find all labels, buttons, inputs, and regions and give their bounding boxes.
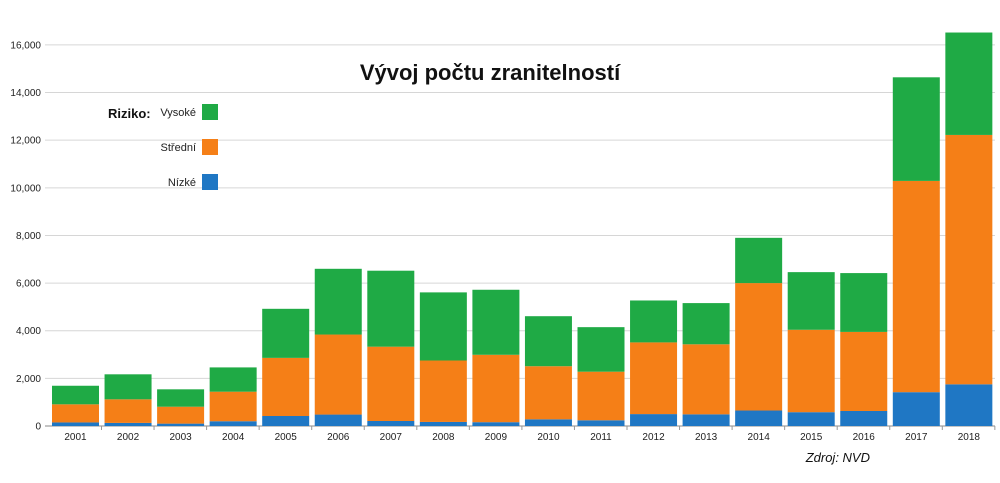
chart-title: Vývoj počtu zranitelností [360, 60, 621, 85]
bar-segment [367, 270, 415, 347]
bar-segment [577, 420, 625, 426]
bar-segment [209, 367, 257, 392]
y-tick-label: 4,000 [16, 326, 41, 337]
bar-segment [419, 421, 467, 426]
y-tick-label: 16,000 [10, 40, 41, 51]
legend-swatch [202, 139, 218, 155]
y-tick-label: 2,000 [16, 374, 41, 385]
bar-segment [892, 180, 940, 393]
bar-segment [945, 134, 993, 385]
y-tick-label: 6,000 [16, 279, 41, 290]
x-tick-label: 2008 [432, 432, 455, 443]
x-axis: 2001 2002 2003 2004 2005 2006 2007 2008 2009 2010… [64, 426, 996, 443]
bar-segment [630, 414, 678, 426]
bar-segment [314, 268, 362, 335]
bar-segment [367, 420, 415, 426]
x-tick-label: 2002 [117, 432, 140, 443]
legend-title: Riziko: [108, 106, 151, 121]
bar-segment [787, 329, 835, 413]
x-tick-label: 2017 [905, 432, 928, 443]
legend-swatch [202, 174, 218, 190]
bar-segment [735, 283, 783, 411]
bar-segment [577, 327, 625, 372]
legend-label: Nízké [168, 177, 196, 189]
x-tick-label: 2007 [380, 432, 403, 443]
bar-segment [682, 344, 730, 415]
bar-segment [52, 385, 99, 405]
bar-segment [157, 406, 205, 424]
x-tick-label: 2005 [275, 432, 298, 443]
bar-segment [630, 300, 678, 343]
bar-segment [262, 357, 310, 416]
y-tick-label: 10,000 [10, 183, 41, 194]
bar-segment [524, 366, 572, 420]
legend-label: Vysoké [160, 107, 196, 119]
y-axis: 0 2,000 4,000 6,000 8,000 10,000 12,000 14,000 1… [10, 40, 41, 432]
bar-segment [840, 273, 888, 332]
x-tick-label: 2016 [853, 432, 876, 443]
bar-segment [262, 415, 310, 426]
legend: Riziko: Vysoké Střední Nízké [108, 104, 218, 190]
bar-segment [104, 422, 152, 426]
bar-segment [314, 414, 362, 426]
bar-segment [787, 412, 835, 426]
bar-segment [472, 354, 520, 423]
bar-segment [104, 374, 152, 400]
x-tick-label: 2003 [169, 432, 192, 443]
x-tick-label: 2018 [958, 432, 981, 443]
x-tick-label: 2001 [64, 432, 87, 443]
bar-segment [892, 392, 940, 426]
bars [52, 32, 993, 426]
bar-segment [262, 308, 310, 358]
bar-segment [735, 237, 783, 284]
y-tick-label: 14,000 [10, 88, 41, 99]
bar-segment [419, 360, 467, 422]
bar-segment [157, 423, 205, 426]
x-tick-label: 2009 [485, 432, 508, 443]
bar-segment [524, 419, 572, 426]
bar-segment [419, 292, 467, 361]
bar-segment [104, 399, 152, 423]
x-tick-label: 2010 [537, 432, 560, 443]
bar-segment [945, 384, 993, 426]
bar-segment [840, 410, 888, 426]
bar-segment [209, 421, 257, 426]
bar-segment [157, 389, 205, 407]
y-tick-label: 8,000 [16, 231, 41, 242]
bar-segment [577, 371, 625, 421]
bar-segment [892, 77, 940, 181]
x-tick-label: 2013 [695, 432, 718, 443]
y-tick-label: 12,000 [10, 136, 41, 147]
x-tick-label: 2012 [642, 432, 665, 443]
bar-segment [472, 289, 520, 355]
bar-segment [472, 422, 520, 426]
bar-segment [209, 391, 257, 422]
bar-segment [840, 331, 888, 411]
x-tick-label: 2015 [800, 432, 823, 443]
bar-segment [524, 316, 572, 367]
bar-segment [367, 346, 415, 421]
x-tick-label: 2014 [748, 432, 771, 443]
x-tick-label: 2006 [327, 432, 350, 443]
bar-segment [52, 404, 99, 423]
bar-segment [945, 32, 993, 135]
bar-segment [314, 334, 362, 415]
legend-label: Střední [161, 142, 196, 154]
y-tick-label: 0 [35, 422, 41, 433]
bar-segment [735, 410, 783, 426]
x-tick-label: 2011 [590, 432, 612, 443]
bar-segment [682, 303, 730, 345]
bar-segment [630, 342, 678, 415]
x-tick-label: 2004 [222, 432, 245, 443]
bar-segment [682, 414, 730, 426]
legend-swatch [202, 104, 218, 120]
source-note: Zdroj: NVD [805, 450, 870, 465]
bar-segment [52, 422, 99, 426]
bar-segment [787, 272, 835, 330]
